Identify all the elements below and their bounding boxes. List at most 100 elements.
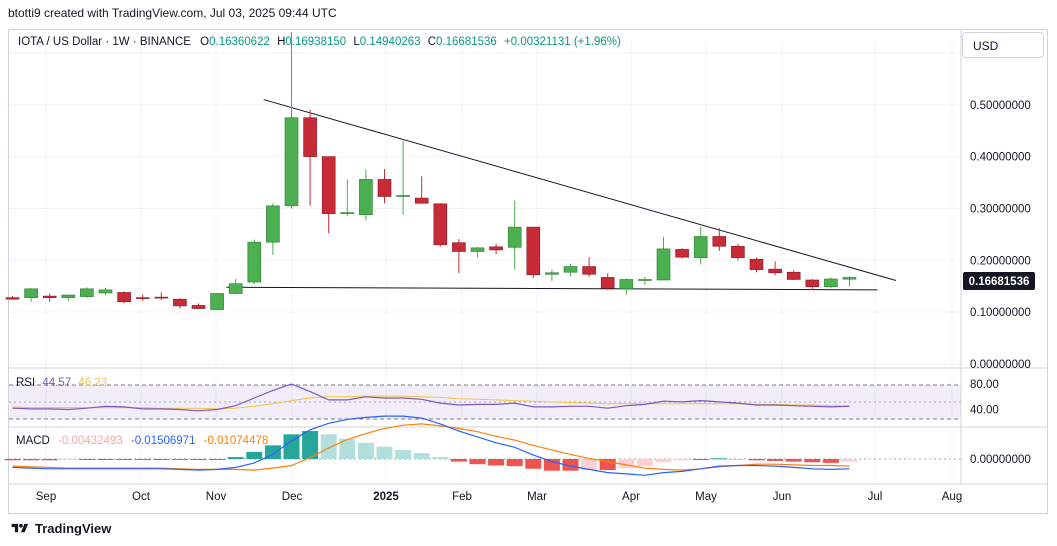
close-label: C <box>428 36 436 48</box>
last-price-tag <box>963 272 1035 290</box>
candle-body <box>266 205 280 243</box>
macd-hist-bar <box>562 459 579 471</box>
macd-hist-bar <box>413 453 430 459</box>
candles <box>5 32 857 310</box>
macd-hist-bar <box>41 459 58 461</box>
macd-hist-bar <box>283 434 300 459</box>
candle-body <box>507 226 522 248</box>
candle-body <box>377 179 392 197</box>
price-tick-label: 0.00000000 <box>970 359 1031 371</box>
price-tick-label: 0.20000000 <box>970 255 1031 267</box>
candle-body <box>786 271 801 280</box>
candle <box>154 292 169 301</box>
candle-body <box>135 297 150 299</box>
time-tick-label: 2025 <box>373 491 399 503</box>
macd-lines <box>12 415 850 476</box>
macd-hist-bar <box>785 459 802 462</box>
candle <box>824 277 838 289</box>
candle <box>545 269 559 282</box>
macd-hist-bar <box>357 442 374 459</box>
low-value: 0.14940263 <box>360 36 421 48</box>
candle-body <box>563 266 578 273</box>
macd-hist-bar <box>506 459 523 467</box>
macd-hist-bar <box>655 459 672 463</box>
candle <box>600 273 615 290</box>
candle-body <box>396 195 410 197</box>
macd-hist-bar <box>599 459 616 471</box>
candle <box>526 226 541 278</box>
macd-signal-value: -0.01074478 <box>204 435 269 447</box>
candle <box>24 288 38 302</box>
macd-hist-bar <box>116 459 133 460</box>
candle <box>712 228 727 251</box>
time-tick-label: Jul <box>868 491 883 503</box>
macd-hist-bar <box>618 459 635 469</box>
high-label: H <box>277 36 285 48</box>
time-tick-label: Oct <box>132 491 151 503</box>
candle-body <box>619 279 634 290</box>
price-tick-label: 0.10000000 <box>970 307 1031 319</box>
macd-hist-bar <box>674 459 691 461</box>
macd-hist-bar <box>78 459 95 460</box>
high-value: 0.16938150 <box>285 36 346 48</box>
candle-body <box>42 295 57 298</box>
candle-body <box>712 236 727 247</box>
candle-body <box>61 294 76 298</box>
candle <box>582 257 596 277</box>
time-tick-label: Jun <box>773 491 792 503</box>
macd-hist-bar <box>320 434 337 459</box>
macd-hist-bar <box>488 459 505 466</box>
candle <box>5 296 20 300</box>
macd-hist-bar <box>543 459 560 471</box>
candle <box>210 292 224 310</box>
rsi-tick-label: 80.00 <box>970 379 999 391</box>
candle-body <box>228 283 243 294</box>
footer-brand: TradingView <box>10 519 111 537</box>
candle-body <box>824 278 838 288</box>
candle <box>396 141 410 215</box>
candle-body <box>284 117 299 207</box>
macd-legend: MACD -0.00432493 -0.01506971 -0.01074478 <box>16 435 268 447</box>
macd-hist-bar <box>432 457 449 459</box>
candle-body <box>5 297 20 300</box>
candle <box>414 176 429 204</box>
candle-body <box>117 292 131 303</box>
candle <box>266 203 280 256</box>
candle-body <box>768 268 782 274</box>
candle-body <box>749 258 764 270</box>
price-tick-label: 0.40000000 <box>970 152 1031 164</box>
symbol-legend: IOTA / US Dollar · 1W · BINANCE O0.16360… <box>18 36 621 48</box>
macd-histogram <box>4 431 858 471</box>
macd-hist-bar <box>4 459 21 461</box>
candle-body <box>247 241 262 283</box>
candle <box>98 287 113 296</box>
macd-hist-bar <box>190 459 207 460</box>
candle-body <box>842 277 857 280</box>
candle-body <box>452 242 466 252</box>
macd-signal-line <box>12 423 850 471</box>
candle <box>377 169 392 204</box>
candle-body <box>80 288 94 297</box>
currency-button[interactable]: USD <box>962 32 1044 58</box>
macd-hist-bar <box>729 459 746 460</box>
candle-body <box>24 288 38 298</box>
macd-hist-bar <box>841 459 858 462</box>
chart-frame <box>8 29 1048 514</box>
macd-hist-bar <box>23 459 40 461</box>
macd-hist-bar <box>748 459 765 461</box>
rsi-ma-value: 46.23 <box>78 377 107 389</box>
macd-line <box>12 415 850 476</box>
candle <box>61 294 76 301</box>
time-tick-label: Dec <box>282 491 303 503</box>
rsi-tick-label: 40.00 <box>970 405 999 417</box>
symbol-title: IOTA / US Dollar · 1W · BINANCE <box>18 36 191 48</box>
close-value: 0.16681536 <box>436 36 497 48</box>
candle <box>340 179 355 217</box>
price-tick-label: 0.50000000 <box>970 100 1031 112</box>
macd-hist-bar <box>339 438 356 459</box>
candle <box>359 169 373 221</box>
open-label: O <box>200 36 209 48</box>
candle <box>433 203 448 247</box>
candle <box>842 276 857 287</box>
